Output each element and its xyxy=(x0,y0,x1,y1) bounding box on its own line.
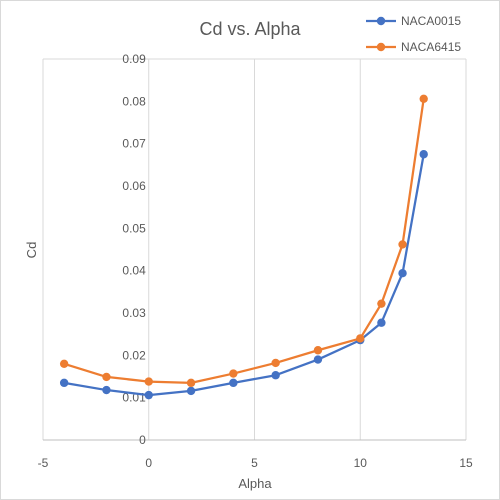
legend-entry-label: NACA0015 xyxy=(401,14,461,28)
series-layer xyxy=(59,94,428,400)
data-point-naca6415 xyxy=(398,240,407,249)
y-tick-label: 0.07 xyxy=(122,137,146,151)
y-tick-label: 0.09 xyxy=(122,52,146,66)
data-point-naca6415 xyxy=(356,334,365,343)
legend-swatch-marker xyxy=(376,16,386,26)
data-point-naca0015 xyxy=(59,378,69,388)
data-point-naca0015 xyxy=(398,269,407,278)
data-point-naca6415 xyxy=(377,299,386,308)
y-tick-label: 0.06 xyxy=(122,179,146,193)
series-line-naca0015 xyxy=(63,154,425,397)
y-tick-label: 0.04 xyxy=(122,264,146,278)
data-point-naca0015 xyxy=(419,150,428,159)
series-line-naca6415 xyxy=(63,98,425,384)
y-tick-label: 0.02 xyxy=(122,348,146,362)
legend: NACA0015 NACA6415 xyxy=(366,14,461,54)
x-tick-label: 10 xyxy=(354,456,368,470)
data-point-naca6415 xyxy=(229,369,238,378)
x-tick-label: 15 xyxy=(459,456,473,470)
y-tick-labels: 00.010.020.030.040.050.060.070.080.09 xyxy=(122,52,146,447)
data-point-naca6415 xyxy=(59,359,69,368)
chart-title: Cd vs. Alpha xyxy=(199,19,301,39)
data-point-naca6415 xyxy=(313,346,323,355)
x-axis-label: Alpha xyxy=(238,476,272,491)
data-point-naca6415 xyxy=(102,372,111,382)
data-point-naca0015 xyxy=(313,355,323,364)
legend-entry-label: NACA6415 xyxy=(401,40,461,54)
data-point-naca0015 xyxy=(229,378,238,388)
data-point-naca0015 xyxy=(144,390,153,400)
x-tick-label: 5 xyxy=(251,456,258,470)
data-point-naca6415 xyxy=(144,377,153,386)
y-axis-label: Cd xyxy=(24,242,39,259)
data-point-naca0015 xyxy=(271,371,280,380)
y-tick-label: 0.05 xyxy=(122,221,146,235)
x-tick-label: 0 xyxy=(145,456,152,470)
x-tick-label: -5 xyxy=(38,456,49,470)
legend-swatch-marker xyxy=(376,42,386,52)
data-point-naca6415 xyxy=(186,378,196,388)
data-point-naca6415 xyxy=(419,94,428,103)
y-tick-label: 0.08 xyxy=(122,94,146,108)
data-point-naca6415 xyxy=(271,358,280,368)
y-tick-label: 0 xyxy=(139,433,146,447)
y-tick-label: 0.03 xyxy=(122,306,146,320)
data-point-naca0015 xyxy=(102,385,111,395)
data-point-naca0015 xyxy=(377,318,386,327)
x-tick-labels: -5 0 5 10 15 xyxy=(38,456,473,470)
grid xyxy=(42,58,467,441)
data-point-naca0015 xyxy=(186,386,196,396)
